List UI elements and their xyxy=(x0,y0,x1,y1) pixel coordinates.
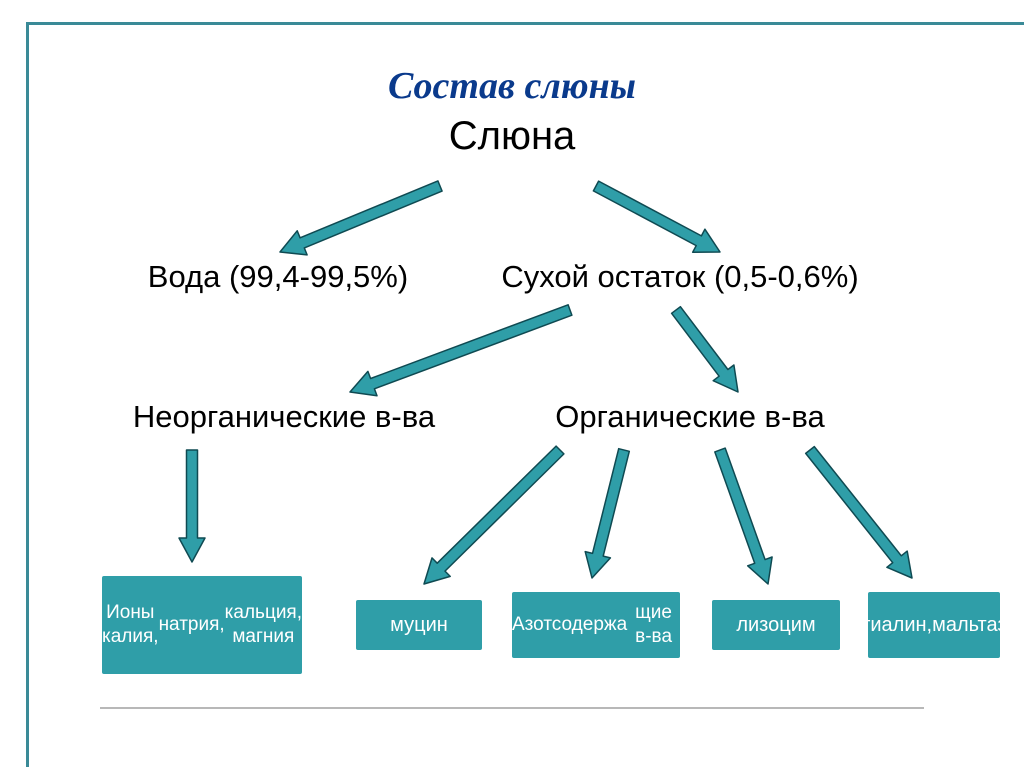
box-mucin: муцин xyxy=(356,600,482,650)
frame-top xyxy=(26,22,1024,25)
box-ions: Ионы калия,натрия,кальция, магния xyxy=(102,576,302,674)
node-root: Слюна xyxy=(112,114,912,159)
box-nitrogen: Азотсодержащие в-ва xyxy=(512,592,680,658)
box-ptyalin: птиалин,мальтаза xyxy=(868,592,1000,658)
frame-left xyxy=(26,22,29,767)
slide-title: Состав слюны xyxy=(0,64,1024,108)
node-dry: Сухой остаток (0,5-0,6%) xyxy=(280,259,1024,295)
box-lysozyme: лизоцим xyxy=(712,600,840,650)
divider-bottom xyxy=(100,707,924,709)
node-organic: Органические в-ва xyxy=(290,399,1024,435)
